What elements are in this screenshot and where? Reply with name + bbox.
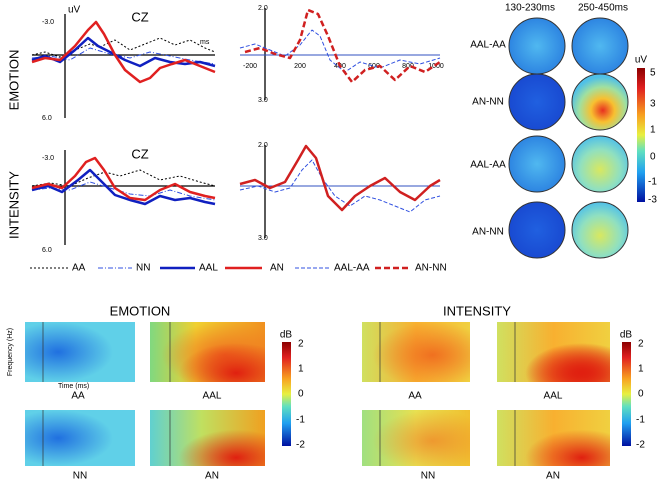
colorbar-tick: 2	[298, 339, 304, 350]
heatmap-label: AA	[71, 391, 85, 402]
erp-panel: -3.0 6.0 CZ	[31, 146, 216, 254]
colorbar-tick: 1	[638, 364, 644, 375]
colorbar-unit: dB	[620, 330, 633, 341]
column-header: 130-230ms	[505, 3, 555, 14]
tick-label: 1000	[428, 63, 444, 70]
colorbar	[282, 342, 291, 446]
colorbar	[637, 68, 645, 202]
panel-title: INTENSITY	[443, 303, 511, 318]
topomaps	[508, 17, 629, 259]
colorbar-tick: -2	[296, 440, 305, 451]
legend-label: AAL-AA	[334, 263, 370, 274]
colorbar-tick: -1	[296, 415, 305, 426]
row-header: AN-NN	[472, 227, 504, 238]
axis-label: 2.0	[258, 5, 268, 12]
axis-label: 3.0	[258, 97, 268, 104]
heatmap-label: AA	[408, 391, 422, 402]
row-label: INTENSITY	[6, 171, 21, 239]
axis-label: Frequency (Hz)	[7, 328, 14, 376]
colorbar-unit: uV	[635, 55, 648, 66]
colorbar	[622, 342, 631, 446]
heatmap-label: AN	[546, 471, 560, 482]
colorbar-tick: -3	[648, 195, 657, 206]
colorbar-tick: 3	[650, 99, 656, 110]
axis-label: ms	[200, 39, 210, 46]
colorbar-tick: 0	[298, 389, 304, 400]
axis-label: 2.0	[258, 142, 268, 149]
unit-label: uV	[68, 5, 81, 16]
row-header: AAL-AA	[470, 40, 506, 51]
legend-label: AN-NN	[415, 263, 447, 274]
row-header: AN-NN	[472, 97, 504, 108]
colorbar-unit: dB	[280, 330, 293, 341]
colorbar-tick: 1	[298, 364, 304, 375]
tick-label: 200	[294, 63, 306, 70]
erp-panel: uV -3.0 6.0 CZ ms	[31, 5, 216, 122]
diff-panel: 2.0 3.0 -200 200 400 600 800 1000	[239, 5, 444, 104]
tick-label: 800	[402, 63, 414, 70]
colorbar-tick: 2	[638, 339, 644, 350]
axis-label: 6.0	[42, 247, 52, 254]
legend-label: AAL	[199, 263, 218, 274]
colorbar-tick: -1	[636, 415, 645, 426]
legend-label: AN	[270, 263, 284, 274]
legend-label: AA	[72, 263, 86, 274]
axis-label: -3.0	[42, 19, 54, 26]
colorbar-tick: 0	[650, 152, 656, 163]
legend-label: NN	[136, 263, 150, 274]
heatmaps	[25, 322, 610, 466]
diff-panel: 2.0 3.0	[239, 142, 441, 242]
electrode-label: CZ	[131, 146, 148, 161]
column-header: 250-450ms	[578, 3, 628, 14]
tick-label: 600	[368, 63, 380, 70]
electrode-label: CZ	[131, 9, 148, 24]
heatmap-label: AAL	[544, 391, 563, 402]
heatmap-label: AAL	[203, 391, 222, 402]
colorbar-tick: 1	[650, 125, 656, 136]
row-header: AAL-AA	[470, 160, 506, 171]
heatmap-label: AN	[205, 471, 219, 482]
panel-title: EMOTION	[110, 303, 171, 318]
colorbar-tick: 5	[650, 68, 656, 79]
axis-label: 3.0	[258, 235, 268, 242]
legend: AA NN AAL AN AAL-AA AN-NN	[30, 263, 447, 274]
colorbar-tick: -2	[636, 440, 645, 451]
colorbar-tick: 0	[638, 389, 644, 400]
heatmap-label: NN	[73, 471, 87, 482]
tick-label: -200	[243, 63, 257, 70]
heatmap-label: NN	[421, 471, 435, 482]
row-label: EMOTION	[6, 50, 21, 111]
axis-label: 6.0	[42, 115, 52, 122]
axis-label: -3.0	[42, 155, 54, 162]
colorbar-tick: -1	[648, 177, 657, 188]
axis-label: Time (ms)	[58, 383, 89, 390]
